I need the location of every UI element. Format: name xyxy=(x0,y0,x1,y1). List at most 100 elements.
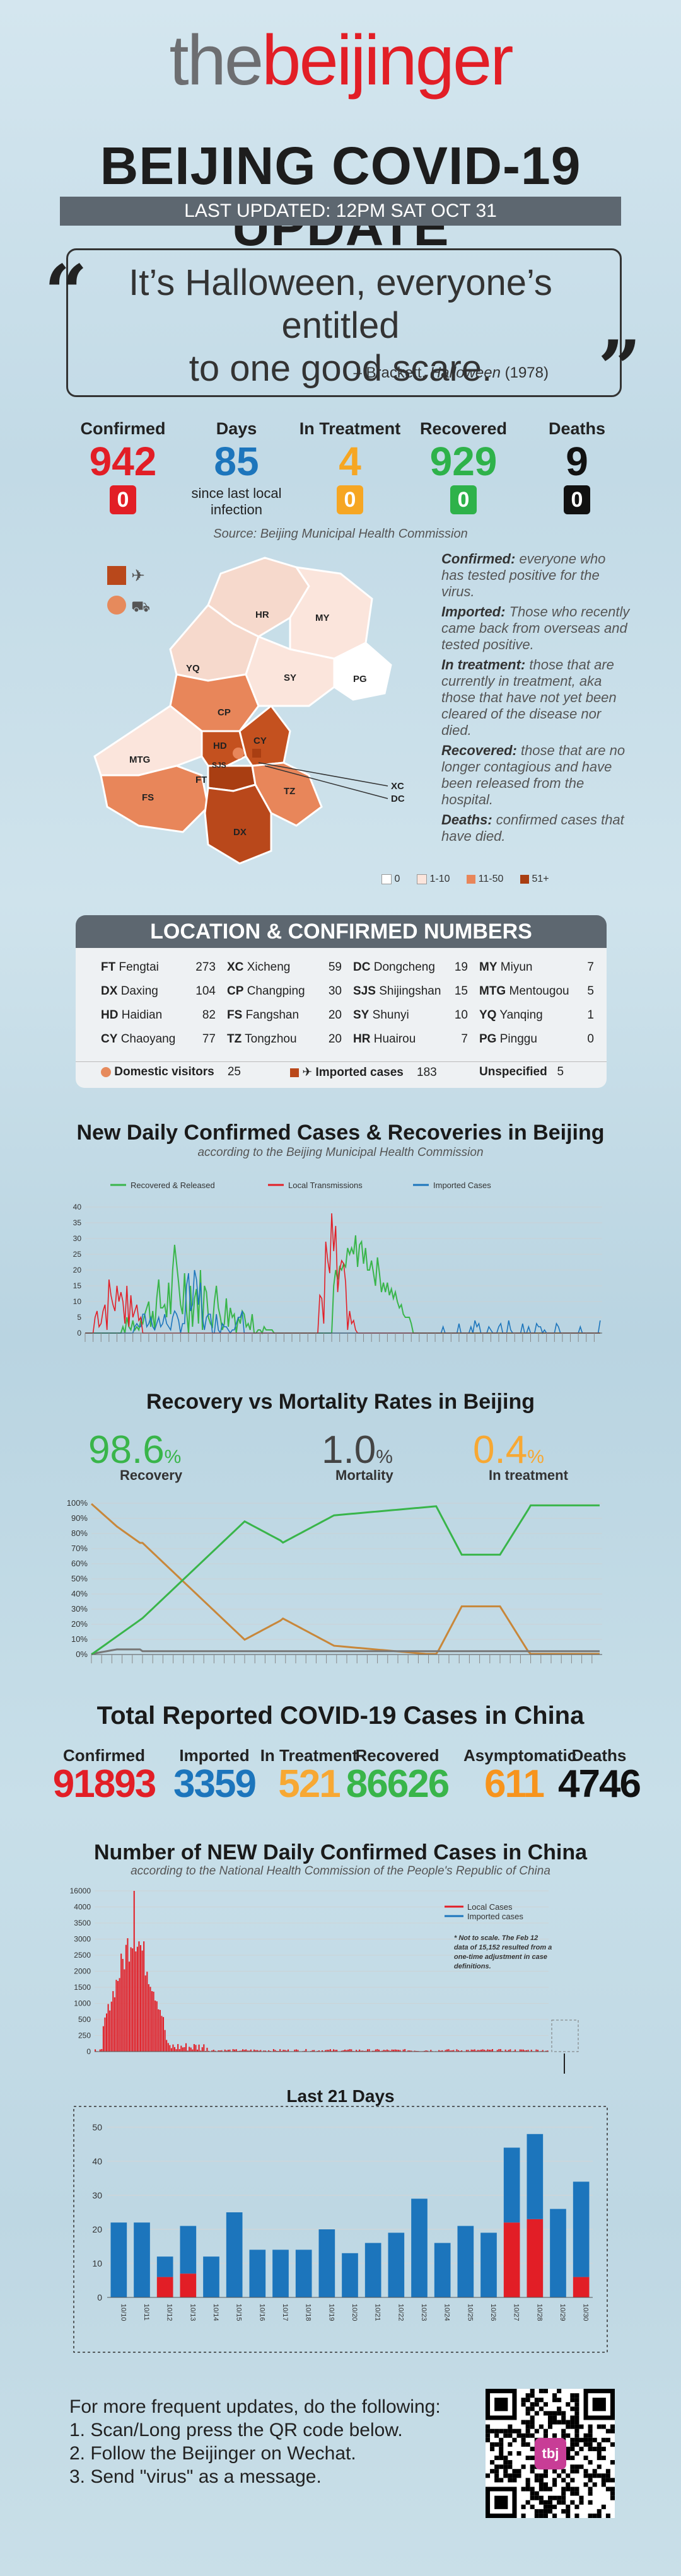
map-label-yq: YQ xyxy=(186,663,200,674)
location-entry: MY Miyun 7 xyxy=(479,961,599,974)
china-bar xyxy=(178,2049,180,2052)
china-bar xyxy=(120,1953,122,2052)
qr-module xyxy=(530,2406,535,2411)
series-mortality xyxy=(91,1648,600,1655)
china-bar xyxy=(238,2050,240,2052)
location-code: HR xyxy=(353,1032,371,1046)
quote-line-2: to one good scare. xyxy=(189,348,492,389)
china-bar xyxy=(226,2050,228,2052)
y-tick: 35 xyxy=(73,1218,82,1227)
china-bar xyxy=(206,2047,208,2052)
chart-frame xyxy=(73,2106,608,2353)
rate-mortality: 1.0% Mortality xyxy=(322,1428,393,1484)
china-bar xyxy=(547,2050,549,2052)
qr-module xyxy=(610,2486,615,2492)
qr-module xyxy=(547,2420,553,2425)
china-bar xyxy=(393,2049,395,2052)
qr-module xyxy=(490,2442,495,2447)
stat-days-label: Days xyxy=(216,419,257,438)
qr-module xyxy=(583,2433,588,2438)
footer-line-2: 2. Follow the Beijinger on Wechat. xyxy=(69,2443,356,2464)
qr-module xyxy=(543,2482,548,2487)
qr-module xyxy=(561,2411,566,2416)
qr-module xyxy=(583,2482,588,2487)
qr-module xyxy=(579,2446,584,2451)
qr-module xyxy=(538,2398,544,2403)
y-tick: 40 xyxy=(92,2156,102,2166)
qr-module xyxy=(521,2420,526,2425)
location-header: LOCATION & CONFIRMED NUMBERS xyxy=(76,915,607,948)
qr-module xyxy=(574,2406,579,2411)
qr-code[interactable]: tbj xyxy=(486,2389,615,2518)
china-bar xyxy=(253,2049,255,2052)
x-tick-label: 10/29 xyxy=(559,2304,566,2321)
china-bar xyxy=(240,2050,242,2052)
qr-module xyxy=(588,2424,593,2429)
location-count: 20 xyxy=(328,1032,342,1046)
china-bar xyxy=(479,2050,480,2052)
x-tick-label: 10/20 xyxy=(351,2304,358,2321)
china-bar xyxy=(487,2049,489,2052)
china-bar xyxy=(396,2049,398,2052)
location-count: 0 xyxy=(587,1032,594,1046)
qr-module xyxy=(601,2446,606,2451)
qr-module xyxy=(538,2389,544,2394)
map-label-dx: DX xyxy=(233,827,247,838)
china-bar xyxy=(144,1975,146,2052)
location-code: CP xyxy=(227,985,244,998)
qr-module xyxy=(557,2420,562,2425)
china-bar xyxy=(227,2050,229,2052)
qr-module xyxy=(605,2473,610,2478)
qr-module xyxy=(601,2482,606,2487)
china-bar xyxy=(235,2049,237,2052)
y-tick: 0 xyxy=(86,2047,91,2056)
qr-module xyxy=(561,2491,566,2496)
qr-module xyxy=(534,2478,539,2483)
china-bar xyxy=(248,2050,250,2052)
y-tick: 2500 xyxy=(74,1951,91,1960)
qr-module xyxy=(525,2500,530,2505)
china-bar xyxy=(492,2049,494,2052)
y-tick: 0 xyxy=(97,2292,102,2302)
qr-module xyxy=(561,2433,566,2438)
qr-module xyxy=(588,2491,593,2496)
qr-module xyxy=(601,2424,606,2429)
china-bar xyxy=(156,2001,158,2052)
qr-module xyxy=(521,2464,526,2469)
location-entry: SY Shunyi 10 xyxy=(353,1008,473,1022)
china-bar xyxy=(146,1972,148,2052)
china-bar xyxy=(197,2049,199,2052)
china-bar xyxy=(535,2049,537,2052)
china-bar xyxy=(399,2050,401,2052)
stat-confirmed-value: 942 xyxy=(89,439,157,484)
location-name: Fangshan xyxy=(245,1008,300,1022)
china-bar xyxy=(127,1938,129,2052)
bar-imported xyxy=(295,2250,312,2297)
china-bar xyxy=(303,2050,305,2052)
qr-module xyxy=(592,2446,597,2451)
qr-module xyxy=(494,2478,499,2483)
china-total-value: 3359 xyxy=(173,1762,257,1806)
quote-year: (1978) xyxy=(500,364,549,381)
china-bar xyxy=(221,2050,223,2052)
china-bar xyxy=(344,2049,346,2052)
qr-module xyxy=(516,2473,521,2478)
legend-label: Local Transmissions xyxy=(288,1181,363,1190)
qr-module xyxy=(588,2437,593,2442)
china-bar xyxy=(208,2050,210,2052)
bar-local xyxy=(527,2219,544,2297)
china-bar xyxy=(117,1980,119,2052)
qr-module xyxy=(574,2504,579,2509)
series-local xyxy=(85,1213,600,1334)
qr-module xyxy=(574,2464,579,2469)
china-bar xyxy=(390,2050,392,2052)
y-tick: 500 xyxy=(78,2015,91,2024)
location-code: XC xyxy=(227,961,244,974)
qr-module xyxy=(570,2491,575,2496)
quote-line-1: It’s Halloween, everyone’s entitled xyxy=(129,262,552,346)
china-bar xyxy=(245,2049,247,2052)
qr-module xyxy=(583,2437,588,2442)
qr-module xyxy=(547,2500,553,2505)
qr-module xyxy=(521,2504,526,2509)
series-recovered xyxy=(85,1235,600,1335)
